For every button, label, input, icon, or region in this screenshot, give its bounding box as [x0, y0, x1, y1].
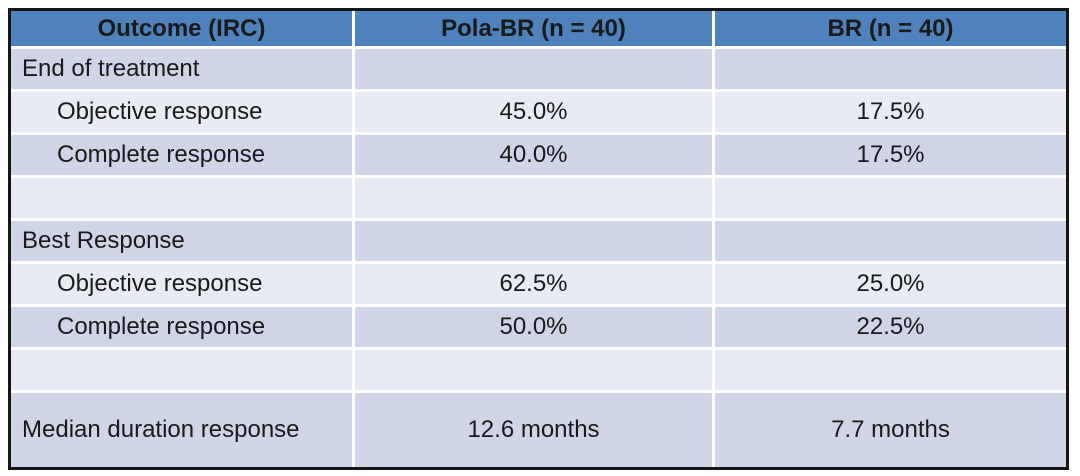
br-value: 17.5%: [715, 92, 1066, 132]
row-label: [11, 350, 352, 390]
table-row-spacer-1: [11, 178, 1066, 218]
table-header-row: Outcome (IRC) Pola-BR (n = 40) BR (n = 4…: [11, 11, 1066, 46]
pola-br-value: 12.6 months: [355, 393, 712, 467]
table-row-objective-response-eot: Objective response 45.0% 17.5%: [11, 92, 1066, 132]
pola-br-value: 45.0%: [355, 92, 712, 132]
outcomes-table: Outcome (IRC) Pola-BR (n = 40) BR (n = 4…: [8, 8, 1069, 470]
row-label: Best Response: [11, 221, 352, 261]
column-header-outcome: Outcome (IRC): [11, 11, 352, 46]
pola-br-value: [355, 49, 712, 89]
pola-br-value: [355, 178, 712, 218]
table-row-complete-response-eot: Complete response 40.0% 17.5%: [11, 135, 1066, 175]
pola-br-value: 50.0%: [355, 307, 712, 347]
pola-br-value: [355, 221, 712, 261]
br-value: [715, 178, 1066, 218]
br-value: [715, 350, 1066, 390]
table-row-objective-response-best: Objective response 62.5% 25.0%: [11, 264, 1066, 304]
row-label: End of treatment: [11, 49, 352, 89]
row-label: Objective response: [11, 264, 352, 304]
column-header-br: BR (n = 40): [715, 11, 1066, 46]
pola-br-value: 62.5%: [355, 264, 712, 304]
row-label: Median duration response: [11, 393, 352, 467]
br-value: [715, 221, 1066, 261]
br-value: 25.0%: [715, 264, 1066, 304]
table-row-best-response: Best Response: [11, 221, 1066, 261]
row-label: Complete response: [11, 307, 352, 347]
table-row-spacer-2: [11, 350, 1066, 390]
pola-br-value: [355, 350, 712, 390]
table-row-median-duration-response: Median duration response 12.6 months 7.7…: [11, 393, 1066, 467]
column-header-pola-br: Pola-BR (n = 40): [355, 11, 712, 46]
row-label: Objective response: [11, 92, 352, 132]
pola-br-value: 40.0%: [355, 135, 712, 175]
row-label: Complete response: [11, 135, 352, 175]
table-row-complete-response-best: Complete response 50.0% 22.5%: [11, 307, 1066, 347]
row-label: [11, 178, 352, 218]
br-value: [715, 49, 1066, 89]
br-value: 22.5%: [715, 307, 1066, 347]
br-value: 7.7 months: [715, 393, 1066, 467]
br-value: 17.5%: [715, 135, 1066, 175]
table-row-end-of-treatment: End of treatment: [11, 49, 1066, 89]
